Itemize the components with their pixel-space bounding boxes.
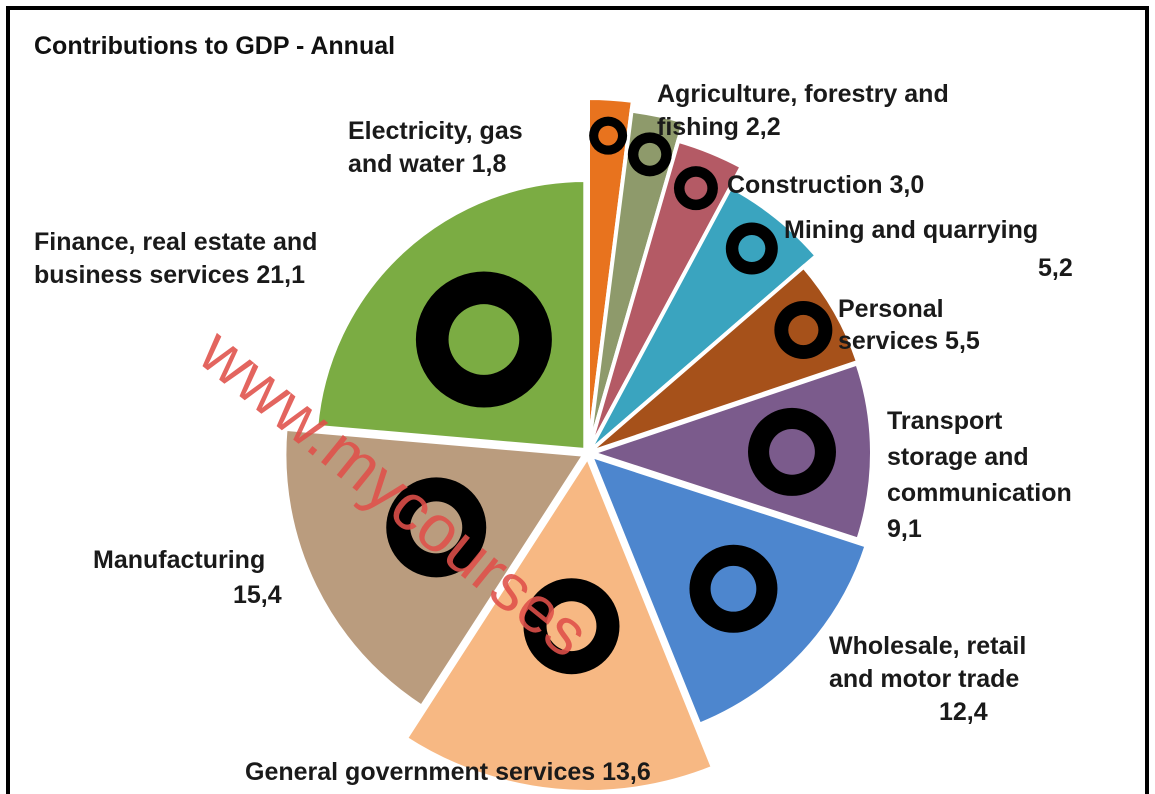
- slice-label: Construction 3,0: [727, 171, 924, 199]
- hand-icon-glyph: [788, 314, 819, 346]
- slice-icons: [386, 116, 836, 675]
- factory-icon-glyph: [410, 501, 463, 554]
- slice-label: Wholesale, retail: [829, 632, 1026, 660]
- worker-icon-glyph: [684, 176, 708, 200]
- slice-label: fishing 2,2: [657, 113, 781, 141]
- shopping-bag-icon-glyph: [710, 565, 757, 612]
- mine-cart-icon-glyph: [738, 235, 766, 263]
- slice-label: and motor trade: [829, 665, 1019, 693]
- power-pylon-icon-glyph: [598, 125, 619, 146]
- slice-label: Electricity, gas: [348, 117, 523, 145]
- slice-label: services 5,5: [838, 327, 980, 355]
- pie-slice: [585, 360, 874, 543]
- hand-icon-glyph: [546, 601, 597, 652]
- slice-label: communication: [887, 479, 1072, 507]
- slice-label: Agriculture, forestry and: [657, 80, 949, 108]
- slice-label: 12,4: [939, 698, 988, 726]
- slice-label: storage and: [887, 443, 1029, 471]
- slice-label: Finance, real estate and: [34, 228, 317, 256]
- money-bag-icon-glyph: [448, 304, 520, 375]
- slice-label: 15,4: [233, 581, 282, 609]
- chart-frame: [6, 6, 1149, 794]
- slice-label: General government services 13,6: [245, 758, 651, 786]
- bus-icon-glyph: [769, 429, 815, 475]
- slice-label: 9,1: [887, 515, 922, 543]
- chart-title: Contributions to GDP - Annual: [34, 32, 395, 60]
- slice-label: Transport: [887, 407, 1003, 435]
- slice-label: Personal: [838, 295, 944, 323]
- slice-labels: Finance, real estate and business service…: [34, 80, 1073, 786]
- slice-label: Manufacturing: [93, 546, 265, 574]
- tractor-icon-glyph: [638, 142, 662, 166]
- slice-label: 5,2: [1038, 254, 1073, 282]
- slice-label: Mining and quarrying: [784, 216, 1038, 244]
- pie-slice: [586, 138, 745, 454]
- slice-label: business services 21,1: [34, 261, 305, 289]
- slice-label: and water 1,8: [348, 150, 506, 178]
